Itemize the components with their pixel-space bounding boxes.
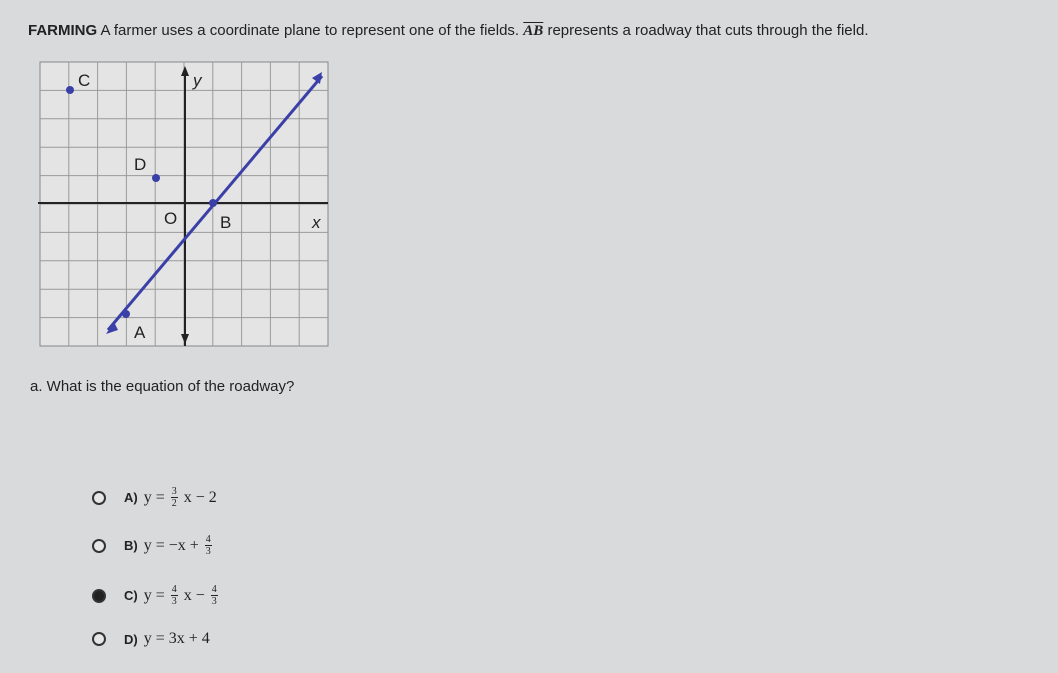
option-text: y = <box>143 488 165 506</box>
option-text: x − 2 <box>183 488 217 506</box>
option-letter: A) <box>124 490 138 505</box>
option-letter: D) <box>124 631 138 647</box>
numerator: 4 <box>170 584 178 596</box>
option[interactable]: A) y = 3 2 x − 2 <box>92 486 217 509</box>
radio-button[interactable] <box>92 490 106 505</box>
point-d <box>152 174 160 182</box>
point-a <box>122 310 130 318</box>
label-o: O <box>164 209 177 228</box>
numerator: 3 <box>170 486 178 498</box>
problem-label: FARMING <box>28 22 98 39</box>
denominator: 3 <box>205 546 211 557</box>
arrow <box>181 334 189 344</box>
arrow <box>181 66 189 76</box>
problem-text: A farmer uses a coordinate plane to repr… <box>100 22 520 39</box>
label-a: A <box>134 323 146 342</box>
coordinate-graph: C y D O B x A <box>38 61 329 347</box>
numerator: 4 <box>204 534 212 546</box>
option-text: x − <box>183 586 205 604</box>
denominator: 3 <box>211 596 217 607</box>
option-letter: C) <box>124 588 138 603</box>
denominator: 3 <box>171 596 177 607</box>
option[interactable]: B) y = −x + 4 3 <box>92 534 218 557</box>
radio-button[interactable] <box>92 538 106 553</box>
question: a. What is the equation of the roadway? <box>30 378 295 395</box>
label-c: C <box>78 71 90 90</box>
option[interactable]: C) y = 4 3 x −4 3 <box>92 584 224 607</box>
segment: AB <box>523 23 544 39</box>
option[interactable]: D) y = 3x + 4 <box>92 630 210 648</box>
label-x: x <box>311 213 321 232</box>
problem: FARMING A farmer uses a coordinate plane… <box>28 22 869 40</box>
arrow <box>312 72 322 84</box>
problem-text-after: represents a roadway that cuts through t… <box>547 22 869 39</box>
denominator: 2 <box>171 498 177 509</box>
label-y: y <box>192 71 203 90</box>
option-text: y = <box>143 586 165 604</box>
label-b: B <box>220 213 231 232</box>
option-text: y = −x + <box>143 536 199 554</box>
label-d: D <box>134 155 146 174</box>
radio-button[interactable] <box>92 588 106 603</box>
arrow <box>106 322 118 334</box>
option-letter: B) <box>124 538 138 553</box>
numerator: 4 <box>210 584 218 596</box>
option-text: y = 3x + 4 <box>143 630 210 647</box>
point-c <box>66 86 74 94</box>
point-b <box>209 199 217 207</box>
radio-button[interactable] <box>92 632 106 646</box>
